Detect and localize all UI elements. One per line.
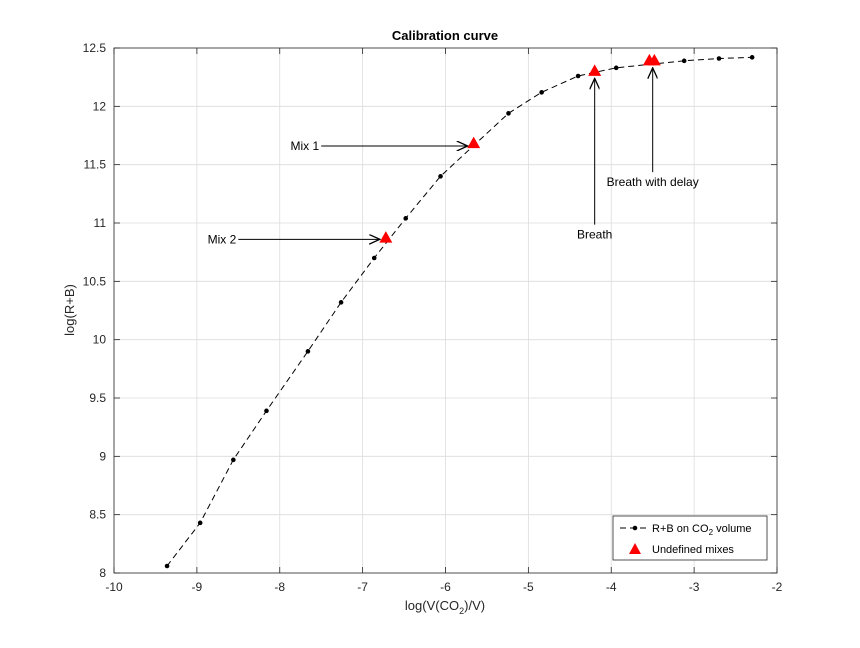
calibration-point (371, 255, 377, 261)
calibration-point (749, 55, 755, 60)
y-tick-label: 12.5 (83, 41, 107, 55)
undefined-mix-marker (379, 231, 393, 243)
calibration-point (716, 56, 722, 61)
y-tick-label: 11.5 (84, 158, 107, 172)
legend-label-series-1: R+B on CO2 volume (652, 523, 752, 537)
legend-label-series-1-suffix: volume (713, 523, 752, 535)
calibration-point (575, 73, 581, 79)
calibration-point (539, 90, 544, 95)
x-tick-label: -5 (523, 580, 534, 594)
calibration-point (613, 65, 619, 71)
calibration-point (338, 300, 344, 305)
annotation-layer: Mix 1 Mix 2 Breath Breath with delay (208, 68, 699, 246)
legend: R+B on CO2 volume Undefined mixes (612, 515, 768, 561)
x-axis-label-sub: 2 (459, 606, 464, 616)
x-tick-label: -8 (274, 580, 285, 594)
calibration-point (438, 174, 443, 179)
x-tick-label: -10 (105, 580, 123, 594)
y-tick-label: 12 (93, 99, 107, 113)
calibration-point (197, 520, 203, 526)
undefined-mix-marker (467, 136, 481, 149)
annotation-label: Breath with delay (607, 175, 699, 189)
legend-dot-sample (632, 525, 638, 531)
y-tick-label: 9 (99, 449, 106, 463)
y-tick-label: 9.5 (89, 391, 106, 405)
calibration-point (506, 111, 511, 116)
x-tick-label: -9 (192, 580, 203, 594)
ticks-layer: -10 -9 -8 -7 -6 -5 -4 -3 -2 8 8.5 9 9.5 10 10.5 11 11.5 1… (83, 41, 783, 594)
undefined-mix-marker (647, 53, 661, 66)
legend-label-series-1-sub: 2 (709, 528, 714, 537)
x-axis-label-prefix: log(V(CO (405, 598, 459, 613)
y-tick-label: 8 (99, 566, 106, 580)
calibration-point (681, 58, 687, 64)
x-tick-label: -6 (440, 580, 451, 594)
x-axis-label: log(V(CO2)/V) (405, 598, 485, 616)
calibration-point (164, 563, 170, 569)
calibration-point (305, 349, 311, 354)
x-tick-label: -7 (357, 580, 368, 594)
x-tick-label: -4 (606, 580, 617, 594)
calibration-point (403, 216, 409, 221)
legend-label-series-2: Undefined mixes (652, 544, 734, 556)
calibration-point (264, 408, 269, 414)
annotation-label: Mix 2 (208, 232, 237, 246)
y-tick-label: 10.5 (83, 274, 107, 288)
y-tick-label: 10 (93, 333, 107, 347)
x-tick-label: -3 (689, 580, 700, 594)
y-axis-label: log(R+B) (62, 284, 77, 336)
legend-triangle-sample (629, 543, 641, 554)
calibration-point (231, 457, 236, 463)
annotation-label: Mix 1 (291, 139, 320, 153)
y-tick-label: 11 (94, 216, 107, 230)
y-tick-label: 8.5 (89, 508, 106, 522)
series-layer (164, 53, 755, 569)
chart-title: Calibration curve (392, 28, 498, 43)
legend-label-series-1-prefix: R+B on CO (652, 523, 709, 535)
undefined-mix-marker (588, 64, 602, 76)
x-axis-label-suffix: )/V) (464, 598, 485, 613)
x-tick-label: -2 (772, 580, 783, 594)
annotation-label: Breath (577, 228, 612, 242)
